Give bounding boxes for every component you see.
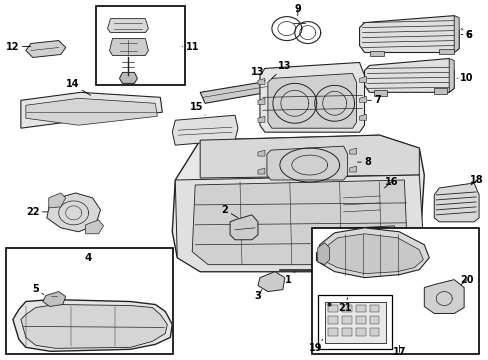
Polygon shape: [324, 268, 374, 298]
Text: 18: 18: [469, 175, 483, 185]
Polygon shape: [321, 234, 423, 274]
Polygon shape: [200, 135, 419, 178]
Text: 11: 11: [182, 41, 199, 51]
Bar: [369, 316, 379, 324]
Polygon shape: [359, 15, 458, 53]
Bar: [327, 305, 337, 312]
Text: 1: 1: [284, 272, 294, 285]
Polygon shape: [26, 98, 157, 125]
Bar: [324, 302, 386, 343]
Polygon shape: [13, 300, 172, 351]
Polygon shape: [258, 78, 264, 84]
Text: 5: 5: [32, 284, 44, 294]
Polygon shape: [364, 58, 453, 92]
Text: 22: 22: [26, 207, 48, 217]
Polygon shape: [267, 73, 356, 128]
Text: 15: 15: [190, 102, 205, 115]
Bar: [311, 228, 478, 354]
Bar: [341, 316, 351, 324]
Text: 9: 9: [294, 4, 301, 15]
Polygon shape: [374, 90, 386, 96]
Polygon shape: [229, 215, 258, 240]
Text: 7: 7: [367, 95, 380, 105]
Text: 13: 13: [271, 62, 291, 78]
Bar: [369, 305, 379, 312]
Polygon shape: [340, 190, 383, 218]
Bar: [327, 328, 337, 336]
Polygon shape: [448, 58, 453, 92]
Bar: [327, 316, 337, 324]
Polygon shape: [21, 92, 162, 128]
Text: 17: 17: [392, 345, 406, 357]
Bar: [341, 328, 351, 336]
Text: 2: 2: [221, 205, 238, 218]
Polygon shape: [107, 19, 148, 32]
Text: 10: 10: [456, 73, 473, 84]
Text: 14: 14: [66, 79, 90, 95]
Bar: [341, 305, 351, 312]
Text: 21: 21: [337, 298, 351, 312]
Polygon shape: [359, 114, 366, 120]
Text: 3: 3: [254, 289, 262, 301]
Text: 4: 4: [85, 253, 92, 263]
Polygon shape: [21, 305, 167, 348]
Polygon shape: [260, 62, 364, 132]
Polygon shape: [172, 115, 238, 145]
Polygon shape: [359, 96, 366, 102]
Polygon shape: [109, 39, 148, 55]
Polygon shape: [359, 76, 366, 82]
Bar: [6, 248, 173, 354]
Polygon shape: [192, 180, 407, 265]
Polygon shape: [334, 184, 388, 220]
Polygon shape: [433, 88, 447, 94]
Text: 13: 13: [251, 67, 264, 80]
Bar: [369, 328, 379, 336]
Polygon shape: [258, 116, 264, 122]
Polygon shape: [453, 15, 458, 53]
Polygon shape: [433, 183, 478, 222]
Polygon shape: [266, 146, 347, 180]
Polygon shape: [438, 49, 453, 54]
Polygon shape: [258, 168, 264, 174]
Bar: [355, 316, 365, 324]
Polygon shape: [42, 292, 65, 306]
Bar: [95, 6, 185, 85]
Text: 6: 6: [460, 30, 471, 40]
Polygon shape: [317, 228, 428, 278]
Polygon shape: [369, 50, 384, 57]
Text: 16: 16: [384, 177, 397, 188]
Polygon shape: [260, 137, 354, 183]
Polygon shape: [349, 148, 356, 154]
Polygon shape: [26, 41, 65, 58]
Text: 19: 19: [308, 339, 322, 354]
Polygon shape: [172, 135, 424, 272]
Polygon shape: [317, 243, 329, 265]
Polygon shape: [200, 78, 289, 103]
Polygon shape: [119, 72, 137, 84]
Polygon shape: [314, 226, 399, 265]
Bar: [355, 328, 365, 336]
Text: 8: 8: [357, 157, 370, 167]
Text: 20: 20: [459, 275, 473, 285]
Polygon shape: [258, 150, 264, 156]
Bar: [355, 305, 365, 312]
Polygon shape: [424, 280, 463, 314]
Polygon shape: [175, 175, 424, 272]
Polygon shape: [349, 166, 356, 172]
Text: 6: 6: [460, 28, 471, 40]
Polygon shape: [85, 220, 103, 234]
Polygon shape: [258, 98, 264, 104]
Bar: [317, 294, 392, 349]
Polygon shape: [49, 193, 65, 208]
Polygon shape: [47, 193, 101, 232]
Polygon shape: [258, 272, 285, 292]
Text: 12: 12: [6, 41, 31, 51]
